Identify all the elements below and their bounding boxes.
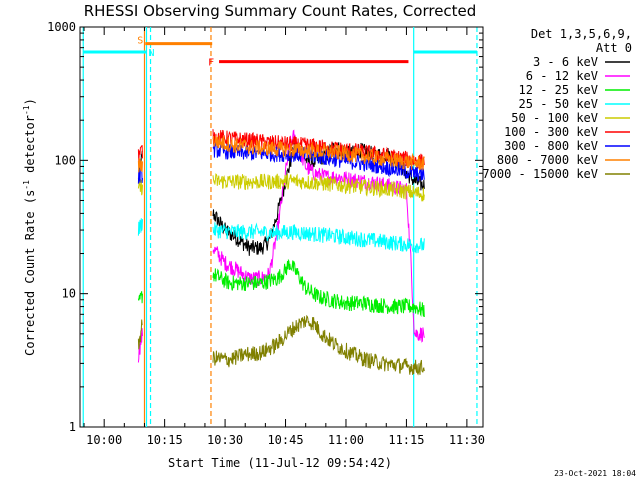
- series-line: [212, 129, 425, 343]
- legend-label: 25 - 50 keV: [519, 97, 598, 111]
- legend-header-line: Det 1,3,5,6,9,: [531, 27, 632, 41]
- flag-label: S: [137, 36, 143, 47]
- x-tick-label: 11:00: [328, 433, 364, 447]
- x-tick-label: 10:30: [207, 433, 243, 447]
- legend-label: 300 - 800 keV: [504, 139, 598, 153]
- y-axis-label-exponent: -1: [22, 105, 31, 115]
- y-axis-label: Corrected Count Rate (s-1 detector-1): [22, 98, 37, 356]
- flag-bars: SN F: [83, 36, 477, 69]
- series-line: [212, 222, 425, 254]
- render-date: 23-Oct-2021 18:04: [554, 469, 636, 478]
- legend-label: 6 - 12 keV: [526, 69, 598, 83]
- series-line: [137, 291, 143, 304]
- legend-label: 50 - 100 keV: [511, 111, 598, 125]
- series-line: [212, 135, 425, 171]
- series-line: [137, 218, 143, 236]
- x-tick-label: 10:45: [267, 433, 303, 447]
- series-line: [212, 258, 425, 318]
- series-line: [212, 173, 425, 202]
- y-axis-label-part: detector: [23, 115, 37, 180]
- series-line: [212, 141, 425, 182]
- series-line: [137, 145, 143, 163]
- series-line: [137, 319, 143, 350]
- axes: 1 10 100 1000 10:00 10:15 10:30 10:45 11:00 11:15…: [47, 20, 485, 447]
- chart-title: RHESSI Observing Summary Count Rates, Co…: [84, 2, 477, 20]
- x-axis-label: Start Time (11-Jul-12 09:54:42): [168, 456, 392, 470]
- legend-label: 100 - 300 keV: [504, 125, 598, 139]
- series-line: [137, 158, 143, 173]
- x-tick-label: 10:00: [86, 433, 122, 447]
- series-line: [212, 314, 425, 376]
- legend-header-line: Att 0: [596, 41, 632, 55]
- x-tick-label: 11:30: [449, 433, 485, 447]
- legend-label: 7000 - 15000 keV: [482, 167, 598, 181]
- boundary-lines: [82, 27, 478, 427]
- x-tick-label: 11:15: [388, 433, 424, 447]
- flag-label: F: [208, 58, 214, 69]
- legend-label: 12 - 25 keV: [519, 83, 598, 97]
- series-line: [137, 178, 143, 196]
- flag-label: N: [149, 48, 155, 59]
- y-tick-label: 100: [54, 153, 76, 167]
- y-tick-label: 1000: [47, 20, 76, 34]
- y-axis-label-part: ): [23, 98, 37, 105]
- y-tick-label: 10: [62, 287, 76, 301]
- x-tick-label: 10:15: [147, 433, 183, 447]
- y-tick-label: 1: [69, 420, 76, 434]
- legend-label: 800 - 7000 keV: [497, 153, 598, 167]
- legend-label: 3 - 6 keV: [533, 55, 598, 69]
- y-axis-label-part: Corrected Count Rate (s: [23, 190, 37, 356]
- y-axis-label-exponent: -1: [22, 180, 31, 190]
- plot-area: [79, 26, 484, 428]
- series-layer: [137, 129, 425, 376]
- plot-frame: [79, 26, 484, 428]
